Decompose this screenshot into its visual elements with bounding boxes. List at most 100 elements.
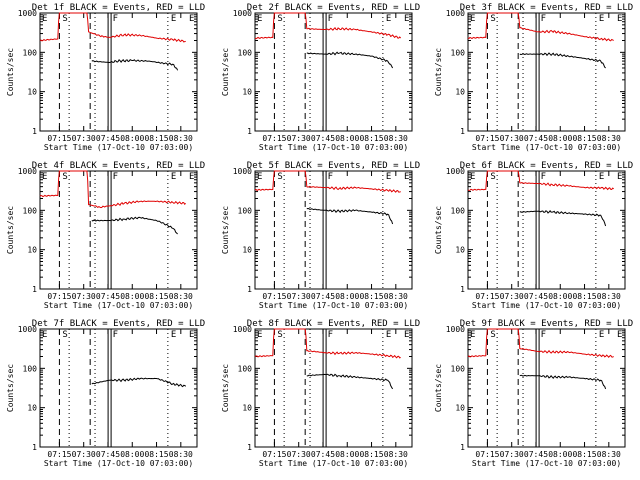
y-axis-label: Counts/sec	[6, 206, 15, 254]
y-tick-label: 1000	[18, 167, 37, 176]
y-tick-label: 1	[32, 443, 37, 452]
x-tick-label: 07:45	[524, 134, 548, 143]
panel-title: Det 7f BLACK = Events, RED = LLD	[32, 319, 205, 329]
marker-letter: S	[490, 172, 495, 182]
x-tick-label: 08:00	[120, 134, 144, 143]
corner-letter: E	[257, 330, 262, 340]
y-tick-label: 100	[23, 48, 38, 57]
x-tick-label: 07:45	[311, 292, 335, 301]
y-axis-label: Counts/sec	[6, 48, 15, 96]
y-tick-label: 100	[238, 48, 253, 57]
y-tick-label: 1000	[233, 167, 252, 176]
plot-frame	[467, 12, 626, 132]
x-tick-label: 08:00	[120, 292, 144, 301]
x-tick-label: 08:00	[335, 450, 359, 459]
lld-series-line	[254, 12, 402, 40]
plot-frame	[254, 170, 413, 290]
panel-det-7: Det 7f BLACK = Events, RED = LLD 1 10 100 10…	[6, 319, 205, 468]
y-axis-label: Counts/sec	[434, 48, 443, 96]
panel-det-6: Det 6f BLACK = Events, RED = LLD 1 10 100 10…	[434, 161, 633, 310]
x-tick-label: 08:30	[384, 292, 408, 301]
x-tick-label: 08:15	[144, 292, 168, 301]
x-tick-label: 07:15	[475, 134, 499, 143]
x-tick-label: 08:00	[548, 134, 572, 143]
x-tick-label: 08:00	[335, 134, 359, 143]
x-tick-label: 08:15	[572, 292, 596, 301]
corner-letter: E	[404, 330, 409, 340]
lld-series-line	[467, 170, 615, 191]
y-tick-label: 100	[23, 206, 38, 215]
events-series-line	[91, 58, 179, 71]
events-series-line	[91, 377, 187, 388]
x-tick-label: 07:15	[262, 134, 286, 143]
x-tick-label: 07:45	[524, 450, 548, 459]
corner-letter: E	[42, 172, 47, 182]
y-tick-label: 1000	[446, 325, 465, 334]
y-axis-label: Counts/sec	[221, 364, 230, 412]
marker-letter: S	[62, 14, 67, 24]
x-tick-label: 07:15	[475, 292, 499, 301]
panel-title: Det 6f BLACK = Events, RED = LLD	[460, 161, 633, 171]
marker-letter: E	[599, 172, 604, 182]
x-tick-label: 07:30	[287, 134, 311, 143]
y-tick-label: 100	[451, 364, 466, 373]
y-tick-label: 1	[32, 285, 37, 294]
plot-frame	[467, 328, 626, 448]
marker-letter: F	[328, 14, 333, 24]
y-tick-label: 1000	[446, 167, 465, 176]
y-tick-label: 100	[23, 364, 38, 373]
events-series-line	[91, 216, 178, 235]
x-tick-label: 08:15	[359, 450, 383, 459]
y-tick-label: 1000	[233, 325, 252, 334]
lld-series-line	[467, 328, 614, 358]
x-tick-label: 08:15	[359, 292, 383, 301]
x-tick-label: 07:30	[287, 292, 311, 301]
x-tick-label: 07:45	[96, 292, 120, 301]
marker-letter: S	[277, 172, 282, 182]
y-tick-label: 1	[247, 127, 252, 136]
events-series-line	[306, 207, 394, 225]
plot-frame	[254, 12, 413, 132]
corner-letter: E	[189, 330, 194, 340]
x-tick-label: 07:15	[47, 292, 71, 301]
x-tick-label: 08:30	[169, 450, 193, 459]
panel-det-4: Det 4f BLACK = Events, RED = LLD 1 10 100 10…	[6, 161, 205, 310]
x-tick-label: 07:15	[475, 450, 499, 459]
x-tick-label: 07:30	[500, 134, 524, 143]
marker-letter: F	[113, 330, 118, 340]
panel-det-8: Det 8f BLACK = Events, RED = LLD 1 10 100 10…	[221, 319, 420, 468]
x-tick-label: 08:00	[120, 450, 144, 459]
y-tick-label: 1000	[18, 325, 37, 334]
marker-letter: E	[171, 172, 176, 182]
lld-series-line	[254, 328, 401, 359]
panel-det-1: Det 1f BLACK = Events, RED = LLD 1 10 100 10…	[6, 3, 205, 152]
y-tick-label: 10	[455, 404, 465, 413]
x-axis-label: Start Time (17-Oct-10 07:03:00)	[44, 459, 193, 468]
x-tick-label: 07:45	[96, 134, 120, 143]
y-axis-label: Counts/sec	[434, 206, 443, 254]
x-tick-label: 08:30	[384, 450, 408, 459]
x-tick-label: 07:45	[96, 450, 120, 459]
corner-letter: E	[257, 14, 262, 24]
corner-letter: E	[42, 330, 47, 340]
panel-det-3: Det 3f BLACK = Events, RED = LLD 1 10 100 10…	[434, 3, 633, 152]
plot-frame	[39, 170, 198, 290]
x-tick-label: 08:30	[597, 450, 621, 459]
y-tick-label: 1	[460, 127, 465, 136]
x-tick-label: 08:00	[548, 292, 572, 301]
corner-letter: E	[404, 14, 409, 24]
x-tick-label: 08:30	[169, 134, 193, 143]
x-tick-label: 07:15	[262, 292, 286, 301]
lld-series-line	[39, 12, 186, 43]
panel-title: Det 2f BLACK = Events, RED = LLD	[247, 3, 420, 13]
lld-series-line	[467, 12, 614, 42]
events-series-line	[306, 373, 394, 390]
x-tick-label: 08:15	[572, 450, 596, 459]
events-series-line	[519, 210, 607, 227]
corner-letter: E	[617, 330, 622, 340]
plot-frame	[254, 328, 413, 448]
y-tick-label: 1	[247, 285, 252, 294]
x-tick-label: 07:45	[311, 134, 335, 143]
y-tick-label: 100	[238, 206, 253, 215]
